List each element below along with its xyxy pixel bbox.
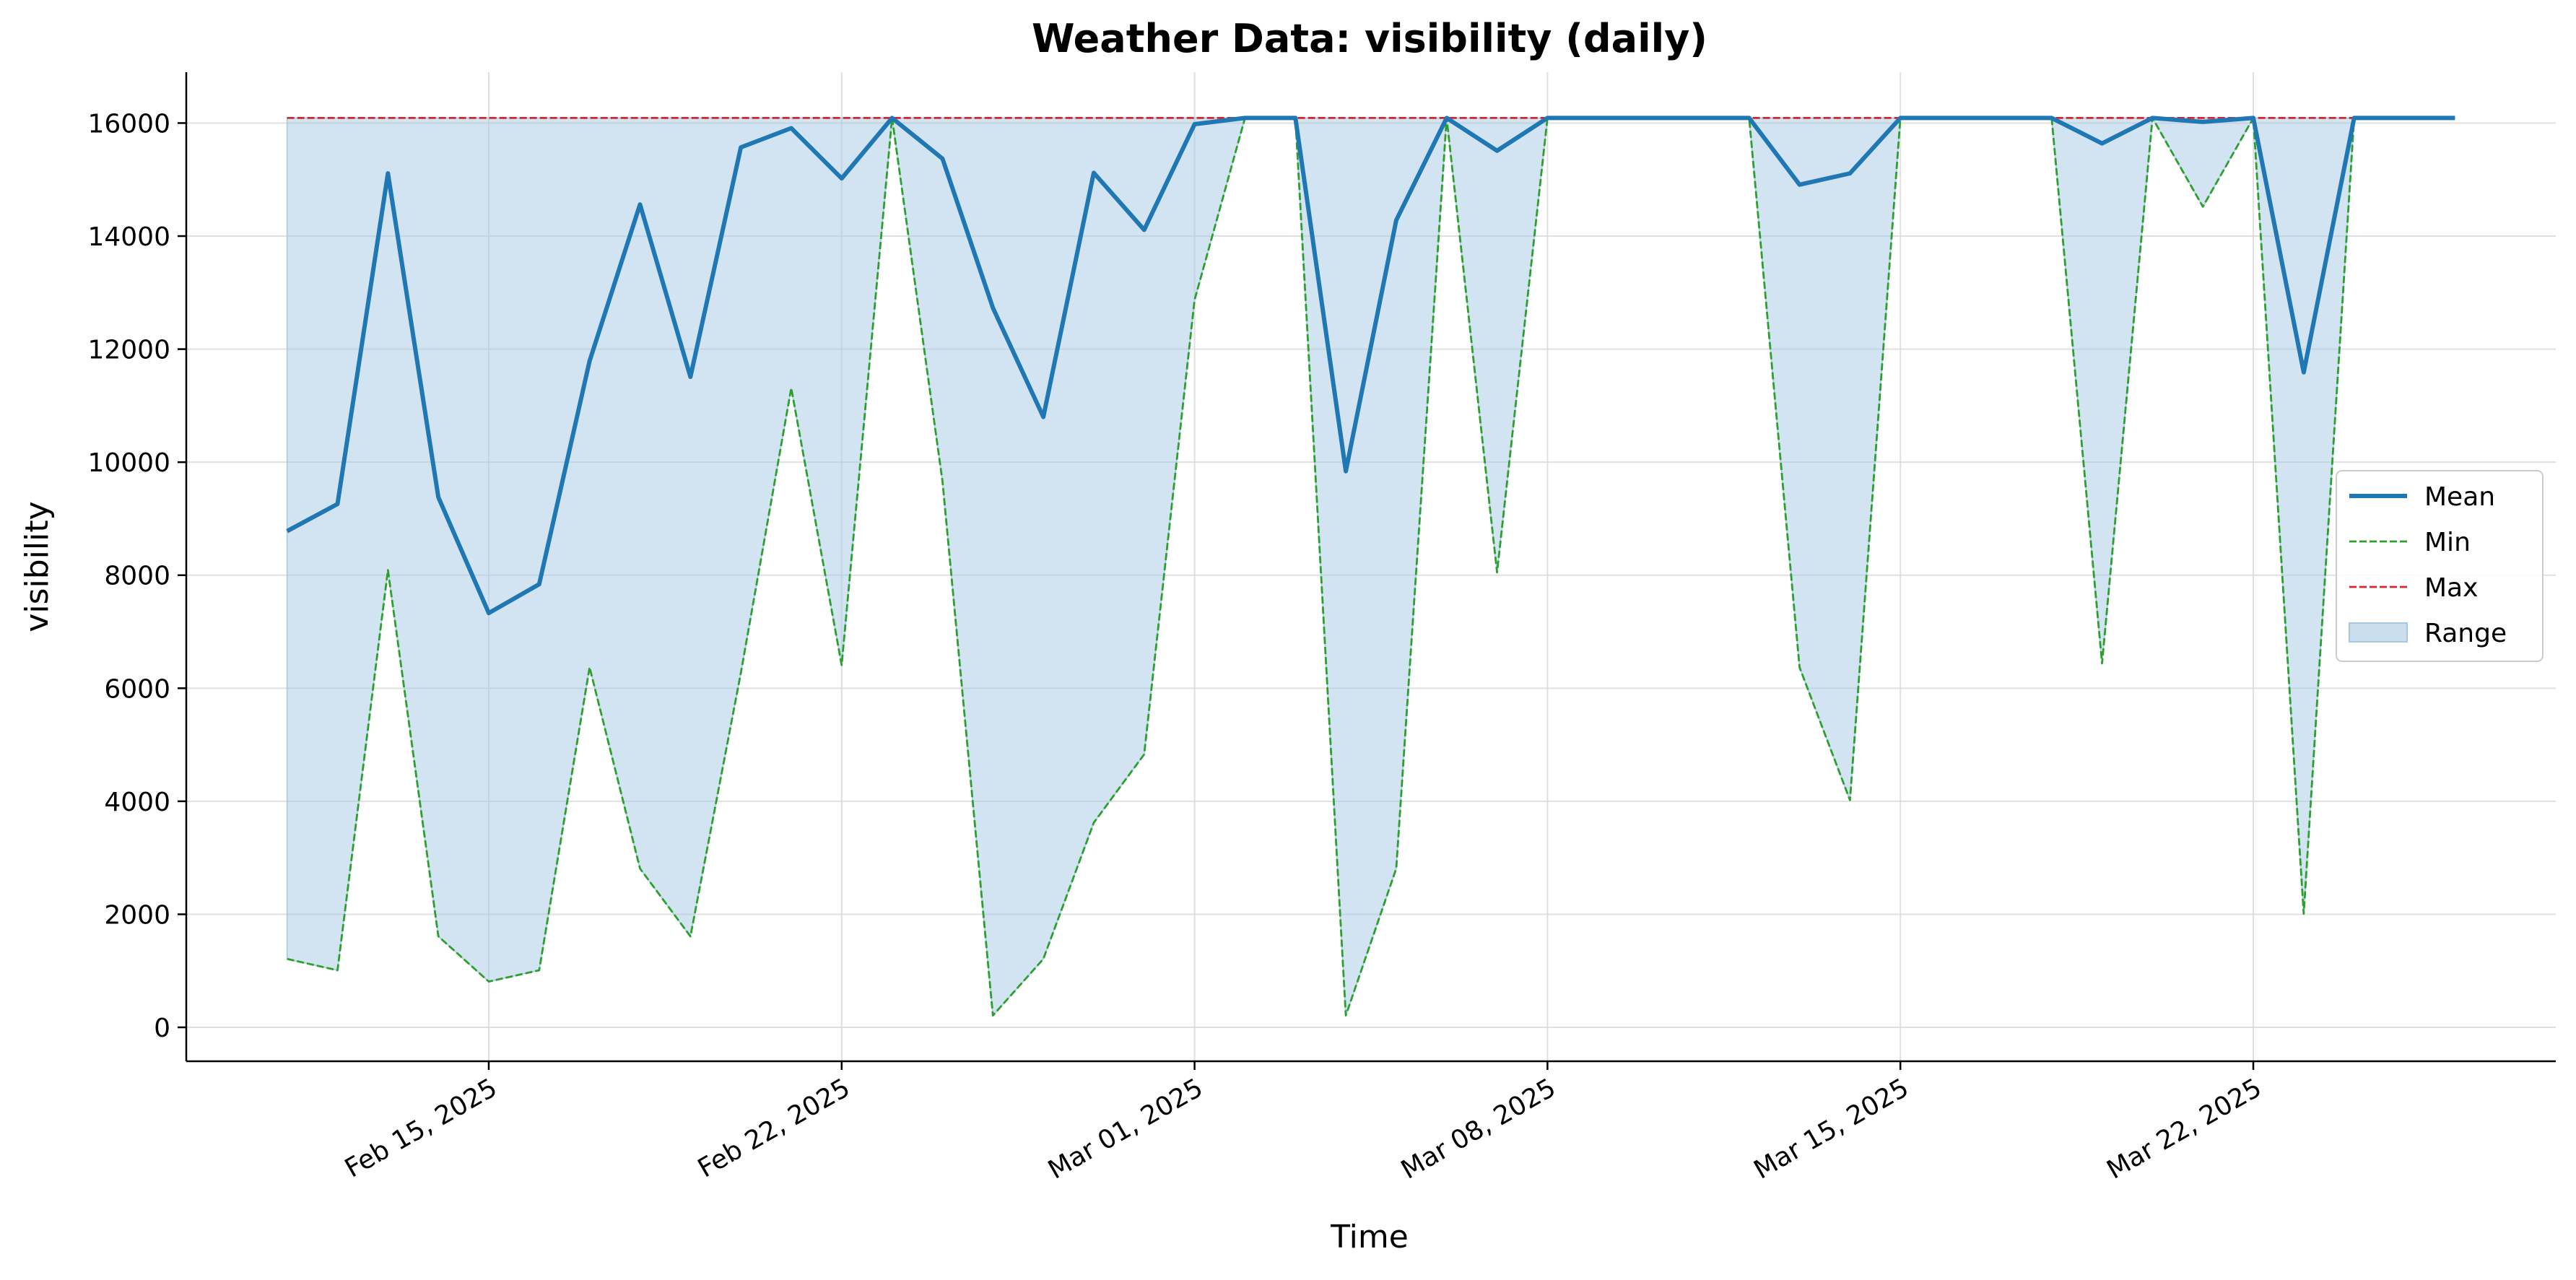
series-line-mean: [286, 116, 2455, 616]
range-band-layer: [286, 116, 2455, 1017]
legend-frame: [2336, 470, 2544, 662]
series-line-min: [287, 117, 2455, 1016]
y-tick-label: 2000: [104, 900, 170, 930]
y-axis-label: visibility: [19, 501, 56, 632]
x-tick-label: Mar 15, 2025: [1749, 1073, 1914, 1185]
x-tick-label: Feb 22, 2025: [693, 1073, 855, 1183]
y-tick-label: 4000: [104, 788, 170, 817]
axes-layer: [185, 72, 2556, 1063]
y-tick-label: 6000: [104, 674, 170, 704]
y-tick-label: 14000: [87, 222, 170, 252]
legend-label-min: Min: [2424, 528, 2471, 557]
y-tick-label: 10000: [87, 448, 170, 478]
legend-label-mean: Mean: [2424, 482, 2495, 512]
x-tick-label: Mar 08, 2025: [1396, 1073, 1561, 1185]
legend-label-range: Range: [2424, 619, 2507, 648]
legend-swatch-range: [2349, 622, 2408, 643]
x-tick-label: Mar 22, 2025: [2102, 1073, 2266, 1185]
legend: Mean Min Max Range: [2336, 470, 2544, 662]
x-tick-label: Mar 01, 2025: [1043, 1073, 1208, 1185]
chart-title: Weather Data: visibility (daily): [1032, 16, 1707, 61]
y-tick-label: 0: [154, 1014, 170, 1043]
x-tick-label: Feb 15, 2025: [340, 1073, 502, 1183]
legend-label-max: Max: [2424, 573, 2478, 603]
y-tick-label: 8000: [104, 562, 170, 591]
y-tick-label: 12000: [87, 336, 170, 365]
range-band: [286, 116, 2455, 1017]
series-layer: [286, 116, 2455, 1016]
y-tick-label: 16000: [87, 109, 170, 139]
x-axis-label: Time: [1330, 1219, 1409, 1255]
